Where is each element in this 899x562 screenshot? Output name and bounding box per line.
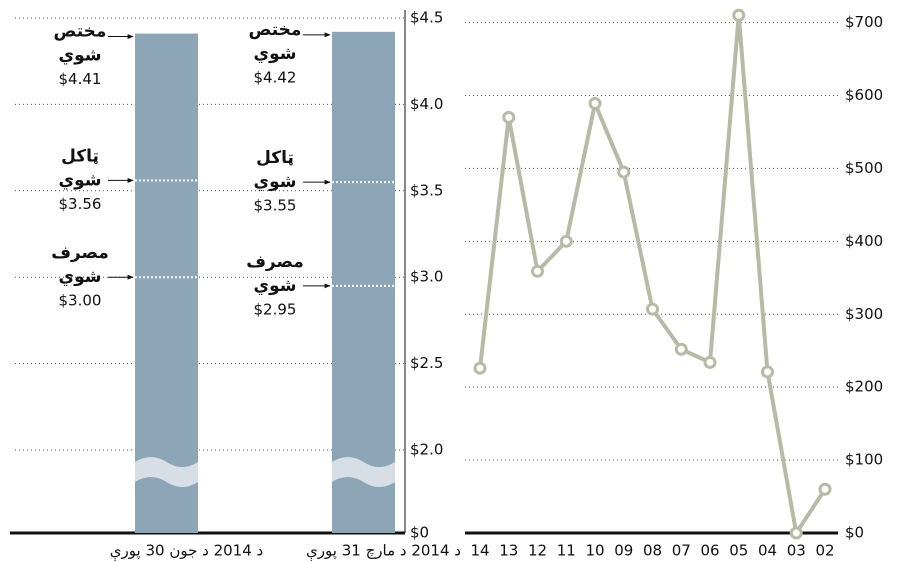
point: [473, 361, 487, 375]
x-tick-label: 04: [758, 542, 777, 560]
y-tick-label: $4.5: [410, 9, 443, 27]
annotation-label: شوي: [254, 276, 297, 296]
x-tick-label: 06: [700, 542, 719, 560]
annotation-value: $3.55: [254, 197, 297, 215]
x-tick-label: 11: [557, 542, 576, 560]
bar: [332, 31, 395, 533]
y-tick-label: $400: [845, 232, 883, 250]
y-tick-label: $3.0: [410, 268, 443, 286]
x-tick-label: 05: [729, 542, 748, 560]
x-tick-label: 13: [499, 542, 518, 560]
annotation-value: $3.56: [59, 195, 102, 213]
x-tick-label: 14: [470, 542, 489, 560]
x-tick-label: 03: [787, 542, 806, 560]
x-tick-label: 12: [528, 542, 547, 560]
y-tick-label: $4.0: [410, 95, 443, 113]
x-tick-label: د 2014 د جون 30 پورې: [110, 542, 263, 562]
y-tick-label: $300: [845, 305, 883, 323]
y-tick-label: $100: [845, 451, 883, 469]
y-tick-label: $200: [845, 378, 883, 396]
x-tick-label: 10: [585, 542, 604, 560]
annotation-label: مصرف: [51, 243, 109, 263]
point: [617, 165, 631, 179]
axis-break: [135, 457, 198, 487]
annotation-label: ټاکل: [61, 146, 99, 166]
annotation-label: شوي: [59, 267, 102, 287]
x-tick-label: 09: [614, 542, 633, 560]
annotation-value: $4.41: [59, 70, 102, 88]
point: [789, 526, 803, 540]
point: [674, 342, 688, 356]
point: [559, 234, 573, 248]
y-tick-label: $600: [845, 86, 883, 104]
y-tick-label: $2.5: [410, 354, 443, 372]
y-tick-label: $0: [410, 524, 429, 542]
axis-break: [332, 457, 395, 487]
annotation-label: شوي: [254, 172, 297, 192]
point: [761, 365, 774, 379]
annotation-label: مختص: [54, 22, 107, 42]
y-tick-label: $700: [845, 13, 883, 31]
point: [732, 8, 746, 22]
annotation-value: $3.00: [59, 292, 102, 310]
x-tick-label: 02: [815, 542, 834, 560]
annotation-label: شوي: [59, 170, 102, 190]
annotation-label: شوي: [254, 44, 297, 64]
point: [502, 110, 516, 124]
point: [818, 482, 832, 496]
annotation-label: مختص: [249, 20, 302, 40]
annotation-label: شوي: [59, 46, 102, 66]
x-tick-label: 07: [672, 542, 691, 560]
annotation-label: مصرف: [246, 252, 304, 272]
annotation-value: $2.95: [254, 300, 297, 318]
x-tick-label: 08: [643, 542, 662, 560]
annotation-value: $4.42: [254, 68, 297, 86]
y-tick-label: $2.0: [410, 441, 443, 459]
point: [531, 264, 544, 278]
point: [588, 97, 602, 111]
point: [703, 355, 717, 369]
y-tick-label: $500: [845, 159, 883, 177]
bar: [135, 33, 198, 533]
y-tick-label: $0: [845, 524, 864, 542]
point: [646, 302, 659, 316]
y-tick-label: $3.5: [410, 181, 443, 199]
annotation-label: ټاکل: [256, 148, 294, 168]
x-tick-label: د 2014 د مارچ 31 پورې: [306, 542, 461, 562]
